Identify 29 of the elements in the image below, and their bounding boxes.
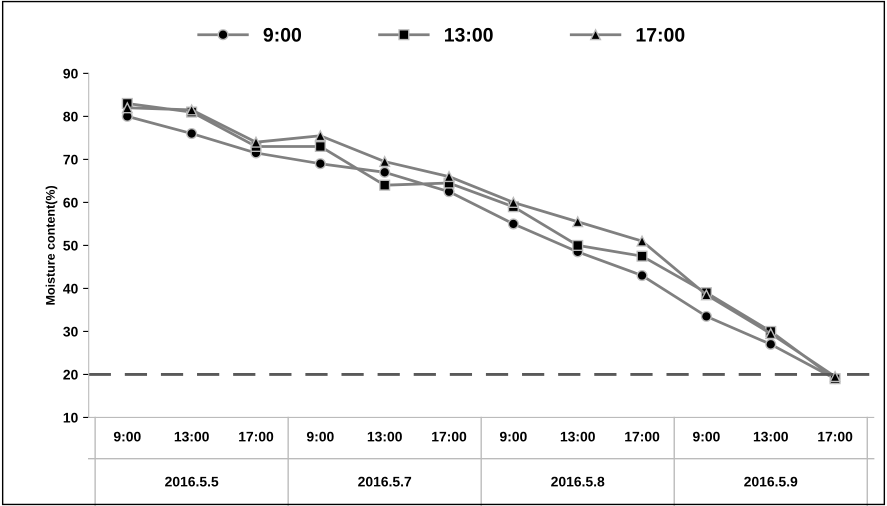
text: 2016.5.8 <box>551 476 604 487</box>
x-tick-label: 9:00 <box>692 432 720 442</box>
y-tick-label: 90 <box>63 68 78 79</box>
x-tick-label: 17:00 <box>239 432 274 442</box>
y-tick-label: 80 <box>63 112 78 122</box>
x-tick-label: 13:00 <box>560 432 595 442</box>
legend-label: 9:00 <box>264 28 302 42</box>
x-tick-label: 13:00 <box>368 432 402 442</box>
y-tick-label: 50 <box>63 240 78 251</box>
y-tick-label: 30 <box>63 326 78 337</box>
y-tick-label: 20 <box>63 370 78 380</box>
x-tick-label: 9:00 <box>306 432 334 442</box>
y-tick-label: 70 <box>63 154 78 165</box>
legend-label: 17:00 <box>636 28 684 42</box>
x-tick-label: 9:00 <box>114 432 141 442</box>
x-tick-label: 13:00 <box>174 432 209 442</box>
y-tick-label: 10 <box>64 412 78 423</box>
y-tick-label: 60 <box>63 198 78 208</box>
x-tick-label: 17:00 <box>818 432 852 442</box>
x-tick-label: 9:00 <box>500 432 527 442</box>
text: 2016.5.5 <box>165 476 218 487</box>
legend-label: 13:00 <box>444 28 493 42</box>
x-tick-label: 17:00 <box>432 432 466 442</box>
x-tick-label: 13:00 <box>754 432 788 442</box>
text: 2016.5.9 <box>744 476 798 487</box>
y-tick-label: 40 <box>63 284 78 294</box>
x-tick-label: 17:00 <box>625 432 660 442</box>
text: 2016.5.7 <box>358 476 412 487</box>
y-axis-title: Moisture content(%) <box>46 186 58 305</box>
